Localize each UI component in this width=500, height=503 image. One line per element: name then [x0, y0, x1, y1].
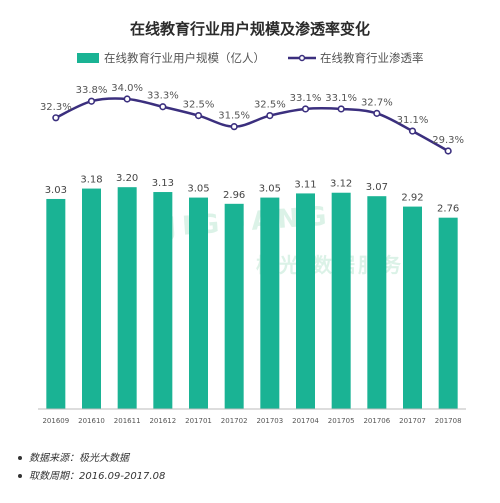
bar-value-label: 2.76: [437, 204, 459, 215]
legend-label-line: 在线教育行业渗透率: [320, 51, 424, 65]
legend-label-bar: 在线教育行业用户规模（亿人）: [104, 51, 265, 65]
bar-201706: [367, 196, 387, 409]
line-point-201611: [123, 95, 131, 103]
line-point-201610: [87, 97, 96, 105]
x-tick-label: 201704: [292, 417, 319, 425]
line-point-201701: [194, 111, 203, 120]
legend: 在线教育行业用户规模（亿人） 在线教育行业渗透率: [77, 51, 424, 65]
line-value-label: 32.7%: [361, 97, 393, 108]
legend-swatch-bar: [77, 53, 99, 63]
line-layer: 32.3%33.8% 34.0%33.3%32.5%31.5%32.5%33.1%…: [40, 83, 464, 155]
x-tick-label: 201609: [42, 417, 69, 425]
bar-201707: [403, 206, 422, 409]
line-value-label: 32.3%: [40, 102, 72, 113]
bar-value-label: 3.18: [80, 175, 102, 186]
bar-201708: [438, 217, 458, 409]
x-tick-label: 201612: [149, 417, 176, 425]
line-value-label: 33.3%: [147, 91, 179, 102]
bar-value-label: 3.13: [152, 178, 174, 189]
line-point-201612: [159, 103, 167, 111]
line-value-label: 31.1%: [397, 115, 429, 126]
line-point-201609: [52, 114, 60, 122]
line-point-201707: [408, 127, 417, 135]
line-point-201708: [444, 147, 452, 155]
line-point-201706: [373, 109, 381, 117]
x-tick-label: 201611: [114, 417, 141, 425]
bar-value-label: 3.05: [187, 184, 209, 195]
line-point-201705: [337, 105, 345, 113]
footnote-period-text: 取数周期：2016.09-2017.08: [29, 471, 166, 482]
bar-value-label: 3.11: [294, 179, 316, 190]
line-point-201703: [266, 111, 274, 120]
bar-201611: [117, 187, 137, 409]
bars-layer: 3.03 3.18 3.20 3.13 3.05 2.96 3.05 3.11 3.12 3.07…: [45, 173, 459, 409]
line-point-201704: [301, 105, 310, 113]
x-tick-label: 201610: [78, 417, 105, 425]
line-value-label: 33.8%: [76, 85, 108, 96]
bar-201701: [189, 197, 208, 409]
chart-title: 在线教育行业用户规模及渗透率变化: [130, 20, 370, 38]
x-axis: 201609 201610 201611 201612 201701 201702 2017…: [38, 408, 466, 425]
bar-201612: [153, 192, 173, 409]
line-value-label: 31.5%: [218, 111, 250, 122]
footnote-source: 数据来源：极光大数据: [18, 449, 129, 464]
footnote-period: 取数周期：2016.09-2017.08: [18, 467, 165, 482]
bar-value-label: 2.92: [401, 193, 423, 204]
line-value-label: 32.5%: [254, 100, 286, 111]
line-value-label: 33.1%: [325, 93, 357, 104]
bar-201705: [331, 192, 351, 409]
bar-201702: [224, 203, 244, 409]
x-tick-label: 201706: [363, 417, 390, 425]
x-tick-label: 201708: [435, 417, 462, 425]
x-tick-label: 201701: [185, 417, 212, 425]
bar-value-label: 2.96: [223, 190, 245, 201]
bar-201704: [296, 193, 315, 409]
x-tick-label: 201707: [399, 417, 426, 425]
footnote-source-text: 数据来源：极光大数据: [29, 453, 129, 464]
bar-201609: [46, 198, 66, 409]
bar-201703: [260, 197, 280, 409]
bar-value-label: 3.05: [259, 184, 281, 195]
line-point-201702: [230, 123, 238, 131]
line-value-label: 33.1%: [290, 93, 322, 104]
bullet-icon: [18, 474, 22, 478]
bar-value-label: 3.12: [330, 179, 352, 190]
line-value-label: 29.3%: [432, 135, 464, 146]
bar-201610: [82, 188, 101, 409]
x-tick-label: 201705: [328, 417, 355, 425]
legend-swatch-dot: [298, 54, 306, 62]
bar-value-label: 3.07: [366, 182, 388, 193]
bar-value-label: 3.03: [45, 185, 67, 196]
line-value-label: 34.0%: [111, 83, 143, 94]
bullet-icon: [18, 456, 22, 460]
line-value-label: 32.5%: [183, 100, 215, 111]
bar-value-label: 3.20: [116, 173, 138, 184]
x-tick-label: 201703: [256, 417, 283, 425]
x-tick-label: 201702: [221, 417, 248, 425]
